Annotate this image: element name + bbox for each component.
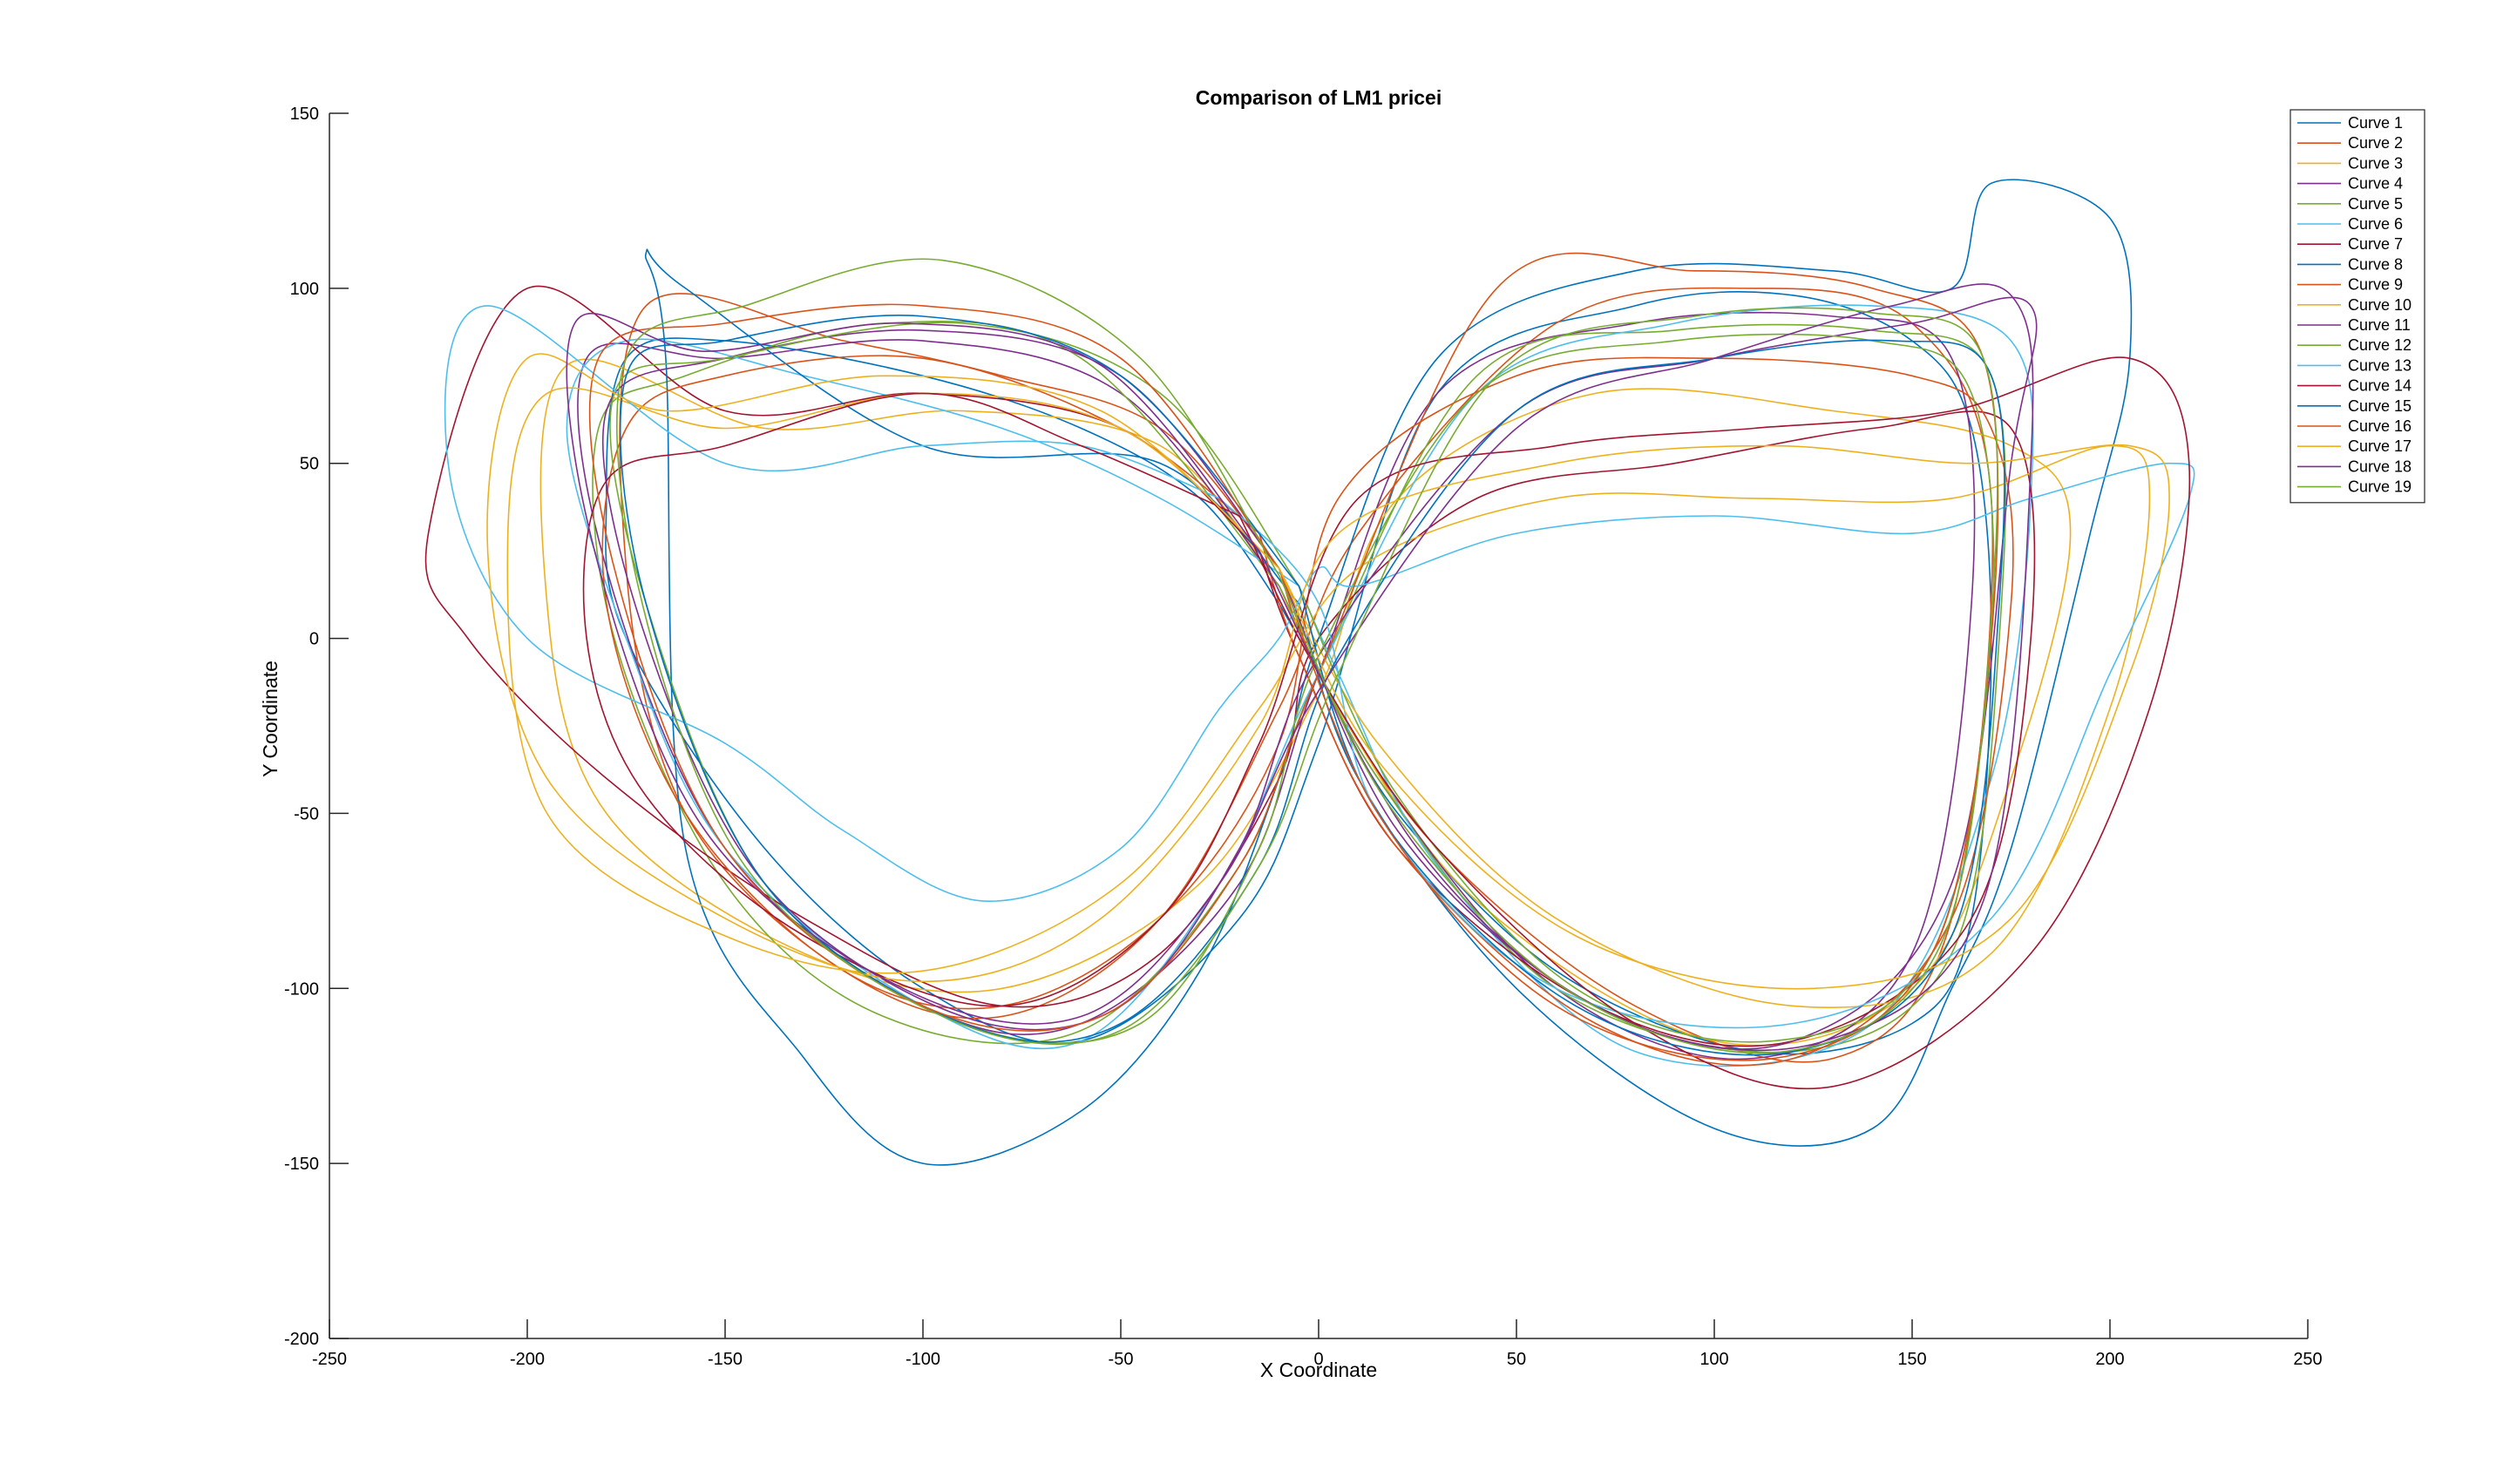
y-tick-label: -200 <box>284 1330 319 1349</box>
series-line-curve-17 <box>486 353 2170 990</box>
legend-entry-label: Curve 9 <box>2348 276 2403 294</box>
x-tick-label: 250 <box>2293 1350 2322 1369</box>
y-tick-label: -150 <box>284 1155 319 1174</box>
legend-entry-label: Curve 11 <box>2348 316 2411 334</box>
series-line-curve-12 <box>609 322 1995 1044</box>
x-tick-label: 100 <box>1699 1350 1728 1369</box>
legend-entry-label: Curve 7 <box>2348 235 2403 253</box>
x-tick-label: -50 <box>1109 1350 1134 1369</box>
x-tick-label: -100 <box>906 1350 940 1369</box>
y-tick-label: -100 <box>284 979 319 999</box>
legend-entry-label: Curve 2 <box>2348 134 2403 152</box>
x-tick-label: 0 <box>1313 1350 1323 1369</box>
x-axis-label: X Coordinate <box>1260 1359 1377 1381</box>
series-line-curve-16 <box>588 252 1999 1061</box>
legend-entry-label: Curve 18 <box>2348 457 2412 475</box>
series-line-curve-11 <box>601 296 2038 1050</box>
series-line-curve-4 <box>577 311 1976 1060</box>
legend-entry-label: Curve 17 <box>2348 437 2412 455</box>
legend-entry-label: Curve 8 <box>2348 255 2403 273</box>
y-tick-label: 50 <box>300 455 319 474</box>
x-tick-label: 150 <box>1897 1350 1926 1369</box>
legend-entry-label: Curve 14 <box>2348 377 2412 395</box>
x-tick-label: -150 <box>708 1350 743 1369</box>
series-line-curve-6 <box>566 304 2034 1067</box>
legend-entry-label: Curve 3 <box>2348 154 2403 172</box>
y-tick-label: -50 <box>294 804 319 823</box>
legend-entry-label: Curve 15 <box>2348 397 2412 415</box>
legend-entry-label: Curve 13 <box>2348 356 2412 374</box>
series-line-curve-18 <box>566 283 2034 1051</box>
legend-entry-label: Curve 5 <box>2348 195 2403 213</box>
legend-entry-label: Curve 6 <box>2348 215 2403 233</box>
x-tick-label: 50 <box>1507 1350 1526 1369</box>
legend-box <box>2290 109 2425 504</box>
series-line-curve-8 <box>644 179 2133 1166</box>
series-line-curve-3 <box>539 358 2072 1047</box>
legend-entry-label: Curve 10 <box>2348 296 2412 314</box>
y-axis-label: Y Coordinate <box>259 661 282 777</box>
y-tick-label: 150 <box>290 105 319 124</box>
x-tick-label: 200 <box>2095 1350 2124 1369</box>
legend-entry-label: Curve 4 <box>2348 175 2403 193</box>
legend-entry-label: Curve 19 <box>2348 478 2412 496</box>
series-line-curve-1 <box>605 291 1992 1055</box>
series-line-curve-2 <box>619 287 1994 1063</box>
legend: Curve 1 Curve 2 Curve 3 Curve 4 Curve 5 Curve… <box>2290 109 2425 504</box>
series-line-curve-13 <box>444 305 2195 1029</box>
axes: -250 -200 -150 -100 -50 0 50 100 150 200 250-200-1… <box>284 105 2323 1369</box>
y-tick-label: 0 <box>309 630 319 649</box>
legend-entry-label: Curve 1 <box>2348 114 2403 132</box>
x-tick-label: -250 <box>312 1350 347 1369</box>
x-tick-label: -200 <box>510 1350 545 1369</box>
series-line-curve-9 <box>601 355 2014 1067</box>
y-tick-label: 100 <box>290 280 319 299</box>
series-line-curve-19 <box>616 258 1998 1054</box>
series-lines <box>424 179 2195 1166</box>
chart-title: Comparison of LM1 pricei <box>1196 86 1442 109</box>
series-line-curve-14 <box>582 356 2191 1090</box>
legend-entry-label: Curve 12 <box>2348 336 2412 354</box>
legend-entry-label: Curve 16 <box>2348 417 2412 435</box>
